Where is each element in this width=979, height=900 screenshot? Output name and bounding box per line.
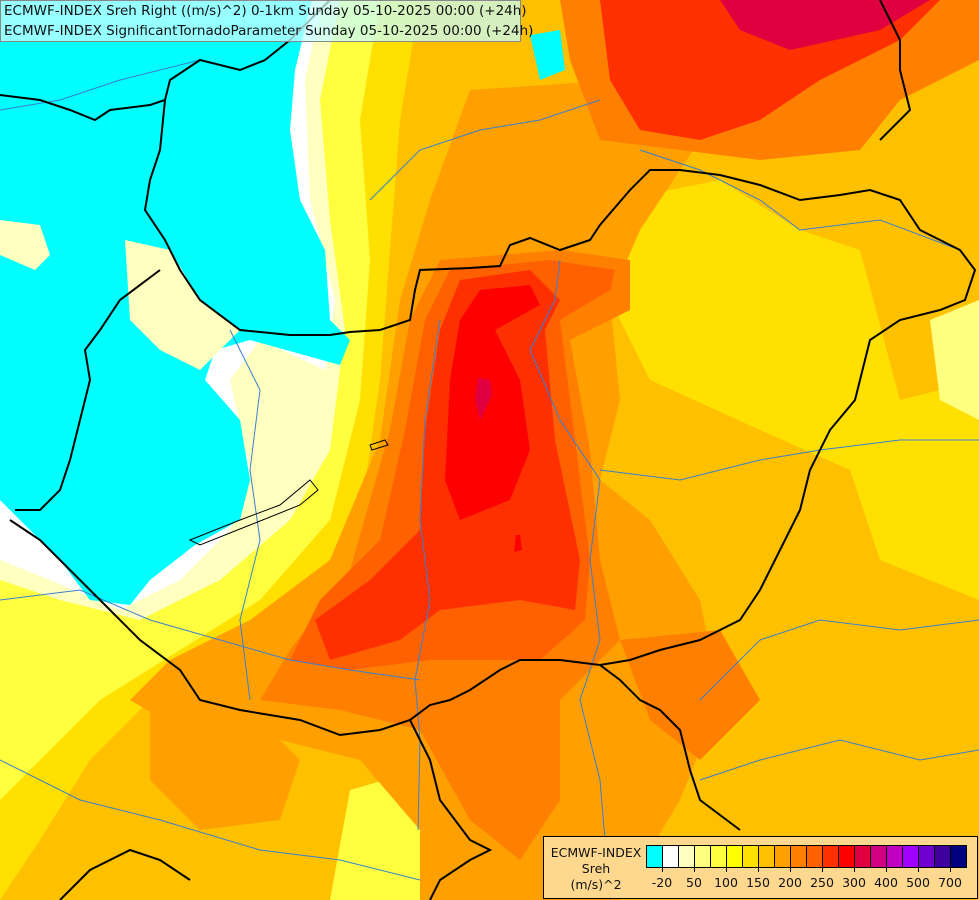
field-crimson	[475, 378, 492, 420]
legend-swatch	[711, 846, 727, 867]
field-cyan-north	[530, 30, 565, 80]
legend-tick-label: 100	[714, 875, 738, 890]
river	[529, 259, 611, 900]
legend-title-line3: (m/s)^2	[570, 877, 622, 892]
river	[639, 149, 961, 251]
river	[229, 329, 261, 701]
legend-swatch	[919, 846, 935, 867]
river	[0, 59, 201, 111]
field-paleyellow-east	[930, 300, 979, 420]
legend-swatch	[791, 846, 807, 867]
border	[59, 848, 191, 900]
legend-tick-label: 200	[778, 875, 802, 890]
river	[599, 439, 979, 481]
legend-tick-mark	[918, 867, 919, 872]
legend-tick-label: 50	[686, 875, 702, 890]
legend-swatch	[695, 846, 711, 867]
field-ne-crimson	[720, 0, 930, 50]
border	[879, 0, 912, 141]
border	[409, 719, 493, 900]
legend-tick-mark	[694, 867, 695, 872]
legend-swatch	[775, 846, 791, 867]
field-yellow-east	[610, 180, 979, 600]
legend-swatch	[887, 846, 903, 867]
river	[0, 589, 421, 681]
legend-tick-mark	[726, 867, 727, 872]
river	[369, 99, 601, 201]
legend-swatch	[903, 846, 919, 867]
legend-tick-mark	[854, 867, 855, 872]
legend-title: ECMWF-INDEX Sreh (m/s)^2	[548, 845, 644, 893]
legend-tick-mark	[822, 867, 823, 872]
legend-tick-mark	[662, 867, 663, 872]
river	[699, 739, 979, 781]
color-legend: ECMWF-INDEX Sreh (m/s)^2 -20 50 100 150 200 2…	[543, 836, 978, 899]
legend-ticks: -20 50 100 150 200 250 300 400 500 700	[646, 867, 968, 897]
field-paleyellow-island2	[125, 240, 240, 370]
legend-tick-label: 150	[746, 875, 770, 890]
lakes	[188, 439, 389, 546]
legend-swatch	[663, 846, 679, 867]
lake-balaton	[188, 479, 319, 546]
legend-title-line1: ECMWF-INDEX	[550, 845, 642, 860]
legend-tick-label: 500	[906, 875, 930, 890]
river	[699, 619, 979, 701]
field-crimson-small	[514, 535, 522, 552]
legend-title-line2: Sreh	[581, 861, 611, 876]
legend-swatches	[646, 845, 967, 868]
border	[15, 269, 161, 511]
legend-tick-label: 400	[874, 875, 898, 890]
legend-swatch	[839, 846, 855, 867]
legend-swatch	[823, 846, 839, 867]
legend-tick-mark	[758, 867, 759, 872]
legend-swatch	[935, 846, 951, 867]
legend-swatch	[951, 846, 966, 867]
legend-tick-label: 250	[810, 875, 834, 890]
legend-swatch	[679, 846, 695, 867]
title-line-sreh: ECMWF-INDEX Sreh Right ((m/s)^2) 0-1km S…	[4, 3, 527, 19]
legend-tick-label: 300	[842, 875, 866, 890]
legend-tick-label: -20	[651, 875, 673, 890]
title-line-stp: ECMWF-INDEX SignificantTornadoParameter …	[4, 23, 534, 39]
legend-swatch	[647, 846, 663, 867]
field-se-darkorange	[620, 630, 760, 760]
field-orange-southwest	[150, 690, 300, 830]
legend-tick-mark	[790, 867, 791, 872]
legend-tick-mark	[950, 867, 951, 872]
map-title: ECMWF-INDEX Sreh Right ((m/s)^2) 0-1km S…	[0, 0, 534, 42]
border	[599, 664, 741, 831]
lake	[369, 439, 389, 451]
legend-swatch	[855, 846, 871, 867]
field-red	[445, 285, 540, 520]
border	[0, 0, 331, 122]
legend-swatch	[807, 846, 823, 867]
rivers	[0, 59, 979, 900]
legend-tick-label: 700	[938, 875, 962, 890]
legend-swatch	[759, 846, 775, 867]
legend-tick-mark	[886, 867, 887, 872]
river	[0, 759, 421, 881]
field-paleyellow-island	[0, 220, 50, 270]
legend-swatch	[743, 846, 759, 867]
legend-swatch	[871, 846, 887, 867]
legend-swatch	[727, 846, 743, 867]
